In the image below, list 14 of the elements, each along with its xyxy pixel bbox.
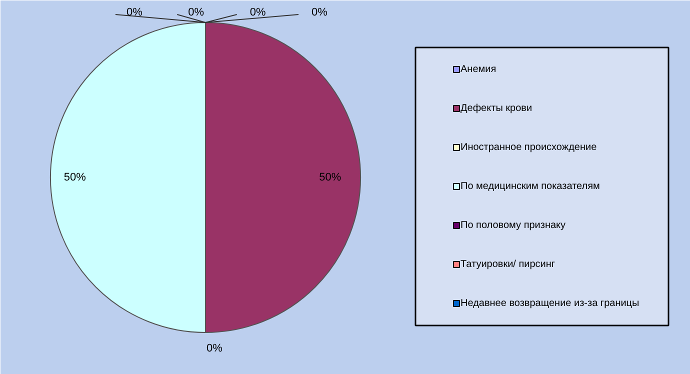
legend-label: Татуировки/ пирсинг	[460, 259, 556, 270]
text: 0%	[206, 342, 222, 354]
legend-label: Иностранное происхождение	[460, 142, 598, 153]
legend-label: По медицинским показателям	[460, 181, 600, 192]
text: 0%	[250, 6, 266, 18]
data-label: 50%	[319, 172, 342, 184]
text: 0%	[126, 6, 142, 18]
data-label: 50%	[64, 172, 86, 184]
legend-label: Дефекты крови	[460, 103, 532, 114]
text: 0%	[312, 6, 328, 18]
legend-label: Анемия	[460, 64, 496, 75]
legend-label: По половому признаку	[460, 220, 566, 231]
legend-label: Недавнее возвращение из-за границы	[460, 298, 640, 309]
text: 0%	[188, 6, 204, 18]
